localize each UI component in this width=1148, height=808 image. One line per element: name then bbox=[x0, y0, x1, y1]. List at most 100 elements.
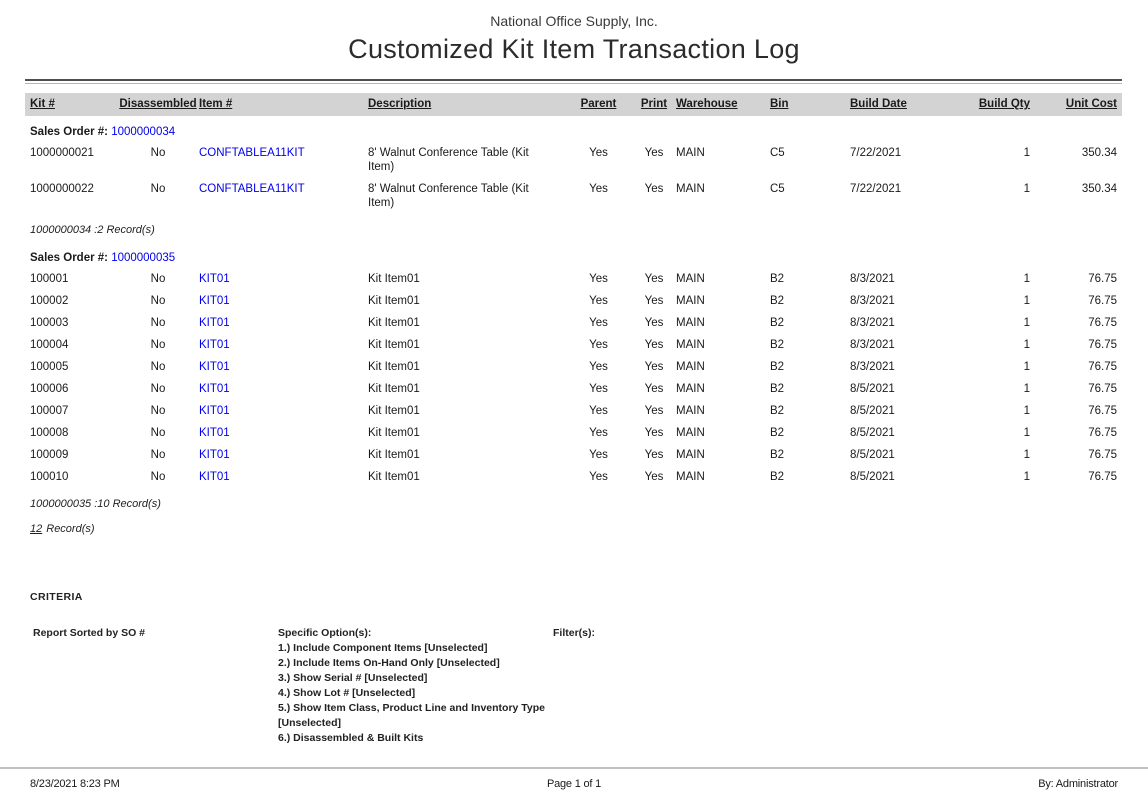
item-link[interactable]: CONFTABLEA11KIT bbox=[199, 183, 305, 195]
item-link[interactable]: KIT01 bbox=[199, 317, 230, 329]
cell-print: Yes bbox=[644, 405, 664, 417]
cell-warehouse: MAIN bbox=[676, 339, 705, 351]
group-summary-row: 1000000034 :2 Record(s) bbox=[25, 214, 1122, 242]
kit-transaction-row: 100005 No KIT01 Kit Item01 Yes Yes MAIN B2 8/3/2… bbox=[25, 356, 1122, 378]
cell-build-qty: 1 bbox=[1023, 339, 1030, 351]
criteria-options-label: Specific Option(s): bbox=[278, 627, 372, 639]
cell-print: Yes bbox=[644, 183, 664, 195]
cell-parent: Yes bbox=[589, 339, 608, 351]
cell-disassembled: No bbox=[150, 471, 166, 483]
group-record-count: 1000000035 :10 Record(s) bbox=[30, 498, 161, 510]
cell-description: 8' Walnut Conference Table (Kit Item) bbox=[368, 183, 529, 209]
cell-build-qty: 1 bbox=[1023, 273, 1030, 285]
item-link[interactable]: KIT01 bbox=[199, 339, 230, 351]
kit-transaction-row: 1000000021 No CONFTABLEA11KIT 8' Walnut Con… bbox=[25, 142, 1122, 178]
cell-build-date: 8/3/2021 bbox=[850, 317, 895, 329]
cell-unit-cost: 76.75 bbox=[1088, 295, 1117, 307]
cell-build-date: 8/3/2021 bbox=[850, 273, 895, 285]
cell-warehouse: MAIN bbox=[676, 317, 705, 329]
cell-disassembled: No bbox=[150, 295, 166, 307]
cell-build-qty: 1 bbox=[1023, 183, 1030, 195]
item-link[interactable]: KIT01 bbox=[199, 427, 230, 439]
column-header-print: Print bbox=[632, 93, 676, 116]
cell-unit-cost: 76.75 bbox=[1088, 405, 1117, 417]
cell-warehouse: MAIN bbox=[676, 427, 705, 439]
cell-disassembled: No bbox=[150, 183, 166, 195]
item-link[interactable]: CONFTABLEA11KIT bbox=[199, 147, 305, 159]
cell-parent: Yes bbox=[589, 361, 608, 373]
cell-build-date: 7/22/2021 bbox=[850, 147, 902, 159]
sales-order-link[interactable]: 1000000034 bbox=[111, 126, 176, 138]
cell-parent: Yes bbox=[589, 405, 608, 417]
cell-bin: B2 bbox=[770, 471, 785, 483]
item-link[interactable]: KIT01 bbox=[199, 295, 230, 307]
criteria-filters-label: Filter(s): bbox=[553, 627, 595, 639]
report-title: Customized Kit Item Transaction Log bbox=[348, 34, 800, 64]
cell-parent: Yes bbox=[589, 449, 608, 461]
cell-print: Yes bbox=[644, 317, 664, 329]
kit-transaction-row: 1000000022 No CONFTABLEA11KIT 8' Walnut Con… bbox=[25, 178, 1122, 214]
cell-bin: C5 bbox=[770, 147, 785, 159]
item-link[interactable]: KIT01 bbox=[199, 405, 230, 417]
cell-disassembled: No bbox=[150, 339, 166, 351]
footer-divider bbox=[0, 767, 1148, 769]
cell-item: CONFTABLEA11KIT bbox=[199, 178, 368, 214]
kit-transaction-row: 100008 No KIT01 Kit Item01 Yes Yes MAIN B2 8/5/2… bbox=[25, 422, 1122, 444]
cell-print: Yes bbox=[644, 147, 664, 159]
cell-kit: 100001 bbox=[30, 273, 69, 285]
kit-transaction-row: 100006 No KIT01 Kit Item01 Yes Yes MAIN B2 8/5/2… bbox=[25, 378, 1122, 400]
cell-parent: Yes bbox=[589, 295, 608, 307]
cell-build-date: 7/22/2021 bbox=[850, 183, 902, 195]
kit-transaction-row: 100009 No KIT01 Kit Item01 Yes Yes MAIN B2 8/5/2… bbox=[25, 444, 1122, 466]
cell-warehouse: MAIN bbox=[676, 183, 705, 195]
item-link[interactable]: KIT01 bbox=[199, 449, 230, 461]
cell-unit-cost: 76.75 bbox=[1088, 449, 1117, 461]
item-link[interactable]: KIT01 bbox=[199, 383, 230, 395]
sales-order-label: Sales Order #: bbox=[30, 126, 112, 138]
cell-item: CONFTABLEA11KIT bbox=[199, 142, 368, 178]
sales-order-link[interactable]: 1000000035 bbox=[111, 252, 176, 264]
group-summary-row: 1000000035 :10 Record(s) bbox=[25, 488, 1122, 516]
cell-description: Kit Item01 bbox=[368, 295, 420, 307]
kit-transaction-row: 100007 No KIT01 Kit Item01 Yes Yes MAIN B2 8/5/2… bbox=[25, 400, 1122, 422]
cell-build-date: 8/3/2021 bbox=[850, 339, 895, 351]
cell-unit-cost: 76.75 bbox=[1088, 273, 1117, 285]
total-count-label: Record(s) bbox=[46, 523, 95, 535]
cell-description: Kit Item01 bbox=[368, 427, 420, 439]
item-link[interactable]: KIT01 bbox=[199, 471, 230, 483]
cell-description: Kit Item01 bbox=[368, 317, 420, 329]
criteria-option: 5.) Show Item Class, Product Line and In… bbox=[278, 702, 546, 729]
cell-item: KIT01 bbox=[199, 444, 368, 466]
cell-kit: 100003 bbox=[30, 317, 69, 329]
column-header-build-qty: Build Qty bbox=[955, 93, 1033, 116]
group-record-count: 1000000034 :2 Record(s) bbox=[30, 224, 155, 236]
cell-build-qty: 1 bbox=[1023, 383, 1030, 395]
cell-build-qty: 1 bbox=[1023, 471, 1030, 483]
item-link[interactable]: KIT01 bbox=[199, 361, 230, 373]
cell-kit: 1000000022 bbox=[30, 183, 94, 195]
column-header-item: Item # bbox=[199, 93, 368, 116]
cell-parent: Yes bbox=[589, 383, 608, 395]
cell-warehouse: MAIN bbox=[676, 361, 705, 373]
cell-bin: B2 bbox=[770, 295, 785, 307]
cell-bin: B2 bbox=[770, 339, 785, 351]
cell-build-date: 8/5/2021 bbox=[850, 471, 895, 483]
item-link[interactable]: KIT01 bbox=[199, 273, 230, 285]
cell-print: Yes bbox=[644, 273, 664, 285]
cell-disassembled: No bbox=[150, 361, 166, 373]
cell-kit: 100006 bbox=[30, 383, 69, 395]
footer-generated-by: By: Administrator bbox=[1038, 778, 1118, 790]
cell-item: KIT01 bbox=[199, 312, 368, 334]
cell-kit: 100005 bbox=[30, 361, 69, 373]
cell-disassembled: No bbox=[150, 449, 166, 461]
cell-unit-cost: 350.34 bbox=[1081, 147, 1117, 159]
cell-disassembled: No bbox=[150, 405, 166, 417]
sales-order-group-row: Sales Order #: 1000000034 bbox=[25, 116, 1122, 142]
criteria-option: 4.) Show Lot # [Unselected] bbox=[278, 687, 416, 699]
column-header-bin: Bin bbox=[770, 93, 850, 116]
column-header-kit: Kit # bbox=[25, 93, 117, 116]
cell-print: Yes bbox=[644, 383, 664, 395]
cell-build-qty: 1 bbox=[1023, 295, 1030, 307]
total-record-count: 12 Record(s) bbox=[30, 523, 1122, 535]
